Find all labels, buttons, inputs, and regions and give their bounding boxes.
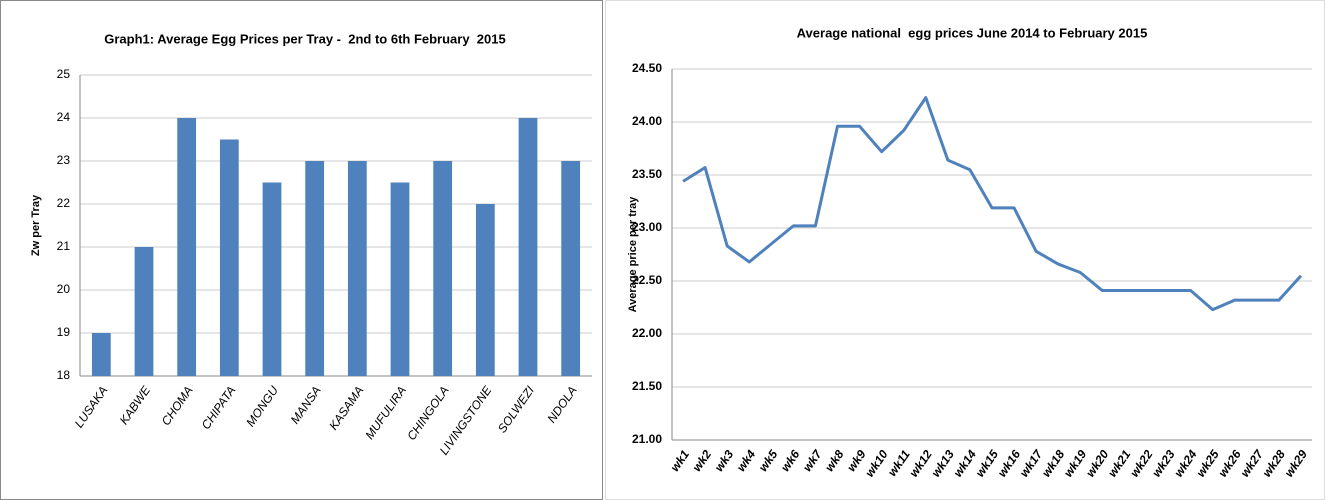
bar [433, 161, 453, 376]
x-tick-label: wk26 [1216, 447, 1244, 479]
bar [219, 139, 239, 376]
bar [262, 182, 282, 376]
y-tick-label: 23 [57, 153, 71, 167]
x-tick-label: wk5 [756, 447, 781, 474]
y-tick-label: 21.50 [632, 379, 662, 393]
y-tick-label: 19 [57, 325, 71, 339]
x-tick-label: KASAMA [326, 384, 366, 433]
y-tick-label: 22.00 [632, 326, 662, 340]
x-tick-label: wk8 [822, 447, 847, 474]
y-tick-label: 22 [57, 196, 71, 210]
x-tick-label: wk4 [734, 447, 759, 474]
x-tick-label: SOLWEZI [495, 383, 538, 435]
x-tick-label: wk23 [1149, 447, 1177, 479]
bar [347, 161, 367, 376]
chart-title: Graph1: Average Egg Prices per Tray - 2n… [104, 31, 505, 46]
y-tick-label: 23.50 [632, 167, 662, 181]
line-series [682, 96, 1303, 312]
y-tick-label: 24.00 [632, 114, 662, 128]
y-tick-label: 24 [57, 110, 71, 124]
x-tick-label: wk17 [1017, 446, 1046, 479]
x-tick-label: wk22 [1127, 447, 1155, 479]
x-tick-label: MANSA [288, 384, 324, 427]
y-axis-label: Zw per Tray [30, 194, 42, 256]
x-tick-label: wk12 [907, 447, 935, 479]
x-tick-label: wk6 [778, 447, 803, 474]
x-tick-label: wk18 [1039, 447, 1067, 479]
x-tick-label: wk21 [1105, 447, 1133, 479]
chart-title: Average national egg prices June 2014 to… [797, 25, 1148, 40]
x-tick-label: MUFULIRA [362, 384, 409, 442]
x-tick-label: wk24 [1171, 447, 1199, 479]
x-tick-label: wk7 [800, 446, 825, 474]
bar [561, 161, 581, 376]
x-tick-label: wk28 [1260, 447, 1288, 479]
y-tick-label: 22.50 [632, 273, 662, 287]
x-tick-label: CHOMA [159, 384, 196, 429]
x-tick-label: CHINGOLA [404, 384, 451, 443]
x-tick-label: wk1 [668, 447, 693, 474]
x-tick-label: wk16 [995, 447, 1023, 479]
x-tick-label: wk2 [690, 447, 715, 474]
bar [475, 204, 495, 376]
x-tick-label: wk25 [1193, 447, 1221, 479]
y-tick-label: 18 [57, 368, 71, 382]
bar [390, 182, 410, 376]
x-tick-label: wk13 [929, 447, 957, 479]
panel-border [605, 0, 1325, 500]
bar [177, 118, 197, 376]
y-tick-label: 21.00 [632, 432, 662, 446]
x-tick-label: MONGU [243, 383, 281, 429]
x-tick-label: CHIPATA [199, 384, 239, 432]
x-tick-label: wk14 [951, 447, 979, 479]
y-tick-label: 20 [57, 282, 71, 296]
x-tick-label: KABWE [117, 383, 154, 427]
x-tick-label: wk19 [1061, 447, 1089, 479]
x-tick-label: wk10 [862, 447, 890, 479]
x-tick-label: wk3 [712, 447, 737, 474]
bar [518, 118, 538, 376]
x-tick-label: wk20 [1083, 447, 1111, 479]
bar [305, 161, 325, 376]
x-tick-label: wk29 [1282, 447, 1310, 479]
x-tick-label: LUSAKA [72, 384, 111, 431]
bar [91, 333, 111, 376]
y-tick-label: 25 [57, 67, 71, 81]
x-tick-label: wk15 [973, 447, 1001, 479]
y-axis-label: Average price per tray [627, 196, 639, 313]
y-tick-label: 24.50 [632, 61, 662, 75]
bar [134, 247, 154, 376]
y-tick-label: 21 [57, 239, 71, 253]
x-tick-label: NDOLA [545, 384, 580, 426]
y-tick-label: 23.00 [632, 220, 662, 234]
